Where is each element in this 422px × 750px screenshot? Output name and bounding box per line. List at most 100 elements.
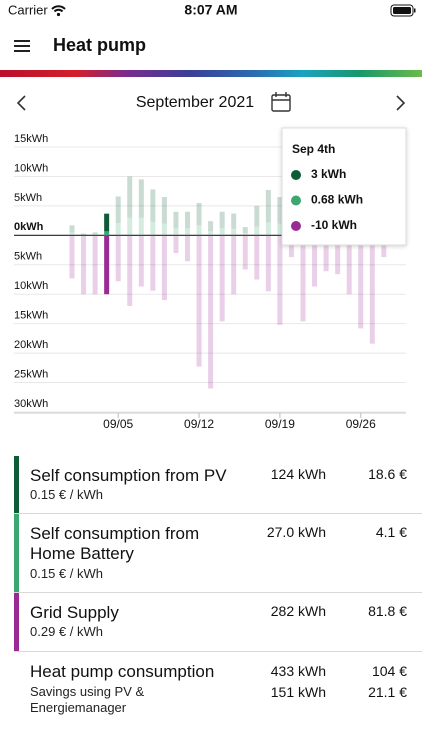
savings-cost: 21.1 €: [368, 684, 407, 700]
bar: [161, 235, 167, 301]
row-rate: 0.29 € / kWh: [30, 624, 103, 639]
total-title: Heat pump consumption: [30, 662, 215, 681]
bar: [242, 235, 248, 270]
row-title: Self consumption from Home Battery: [30, 524, 200, 563]
y-tick-label: 30kWh: [14, 398, 48, 410]
bar: [265, 235, 271, 292]
next-month[interactable]: [396, 95, 406, 111]
bar: [381, 235, 387, 258]
bar: [173, 235, 179, 253]
bar: [323, 235, 329, 272]
bar: [265, 189, 271, 223]
y-tick-label: 15kWh: [14, 133, 48, 145]
bar: [219, 235, 225, 322]
bar: [150, 189, 156, 222]
x-tick-label: 09/12: [184, 417, 214, 431]
row-rate: 0.15 € / kWh: [30, 566, 103, 581]
row-color-bar: [14, 593, 19, 651]
tooltip-box: [281, 127, 407, 246]
x-tick-label: 09/05: [103, 417, 133, 431]
bar: [196, 235, 202, 367]
y-tick-label: 25kWh: [14, 368, 48, 380]
calendar-icon: [271, 94, 291, 112]
total-energy: 433 kWh: [270, 663, 326, 679]
bar: [92, 235, 98, 295]
row-cost: 4.1 €: [375, 524, 407, 540]
bar: [254, 226, 260, 236]
menu-button[interactable]: [14, 40, 30, 52]
y-tick-label: 5kWh: [14, 251, 42, 263]
row-cost: 81.8 €: [368, 603, 407, 619]
row-energy: 282 kWh: [270, 603, 326, 619]
battery-level: [393, 7, 411, 14]
bar: [69, 235, 75, 279]
wifi-icon: [51, 5, 66, 13]
brand-stripe: [0, 70, 422, 77]
row-rate: 0.15 € / kWh: [30, 487, 103, 502]
bar: [92, 234, 98, 236]
bar: [69, 225, 75, 233]
calendar-button[interactable]: [271, 92, 291, 112]
bar: [150, 235, 156, 291]
battery-tip: [414, 8, 416, 13]
bar: [254, 235, 260, 280]
separator: [14, 513, 422, 514]
bar: [196, 202, 202, 226]
tooltip-value: 0.68 kWh: [311, 193, 363, 207]
bar: [219, 211, 225, 229]
row-color-bar: [14, 456, 19, 513]
y-tick-label: 20kWh: [14, 339, 48, 351]
row-title: Grid Supply: [30, 603, 119, 622]
bar: [231, 235, 237, 295]
menu-line: [14, 40, 30, 42]
y-tick-label: 15kWh: [14, 310, 48, 322]
bar: [277, 235, 283, 325]
tooltip-swatch: [291, 221, 301, 231]
bar: [300, 235, 306, 322]
savings-label: Savings using PV & Energiemanager: [30, 684, 145, 715]
top-area: Carrier 8:07 AM Heat pump September 2021…: [0, 2, 422, 431]
bar: [104, 235, 110, 295]
bar: [115, 235, 121, 282]
separator: [14, 651, 422, 652]
time: 8:07 AM: [184, 2, 237, 18]
bar: [185, 228, 190, 236]
bar: [161, 223, 167, 236]
bar: [104, 231, 110, 236]
bar: [312, 235, 318, 287]
bar: [185, 235, 190, 262]
total-cost: 104 €: [371, 663, 407, 679]
bar: [288, 235, 294, 258]
bar: [104, 213, 110, 232]
bar: [115, 196, 121, 223]
bar: [81, 234, 87, 236]
battery-icon: [390, 4, 414, 17]
y-tick-label: 5kWh: [14, 192, 42, 204]
bar: [81, 233, 87, 235]
bar: [265, 222, 271, 236]
tooltip-title: Sep 4th: [292, 142, 335, 156]
bar: [115, 222, 121, 236]
wifi-dot: [56, 12, 61, 17]
bar: [138, 235, 144, 287]
bar: [277, 197, 283, 224]
separator: [14, 592, 422, 593]
x-tick-label: 09/26: [346, 417, 376, 431]
bar: [254, 205, 260, 227]
bar: [369, 235, 375, 344]
bar: [219, 228, 225, 236]
bar: [231, 228, 237, 236]
bar: [208, 231, 214, 236]
tooltip-swatch: [291, 170, 301, 180]
bar: [231, 213, 237, 229]
prev-month[interactable]: [16, 95, 26, 111]
bar: [161, 197, 167, 224]
bar: [173, 228, 179, 236]
plot: 15kWh 10kWh 5kWh 0kWh 5kWh 10kWh 15kWh 20kWh 25k…: [14, 127, 407, 431]
bar: [138, 179, 144, 218]
bar: [335, 235, 341, 275]
bar: [138, 217, 144, 236]
row-energy: 27.0 kWh: [266, 524, 326, 540]
bar: [69, 232, 75, 236]
